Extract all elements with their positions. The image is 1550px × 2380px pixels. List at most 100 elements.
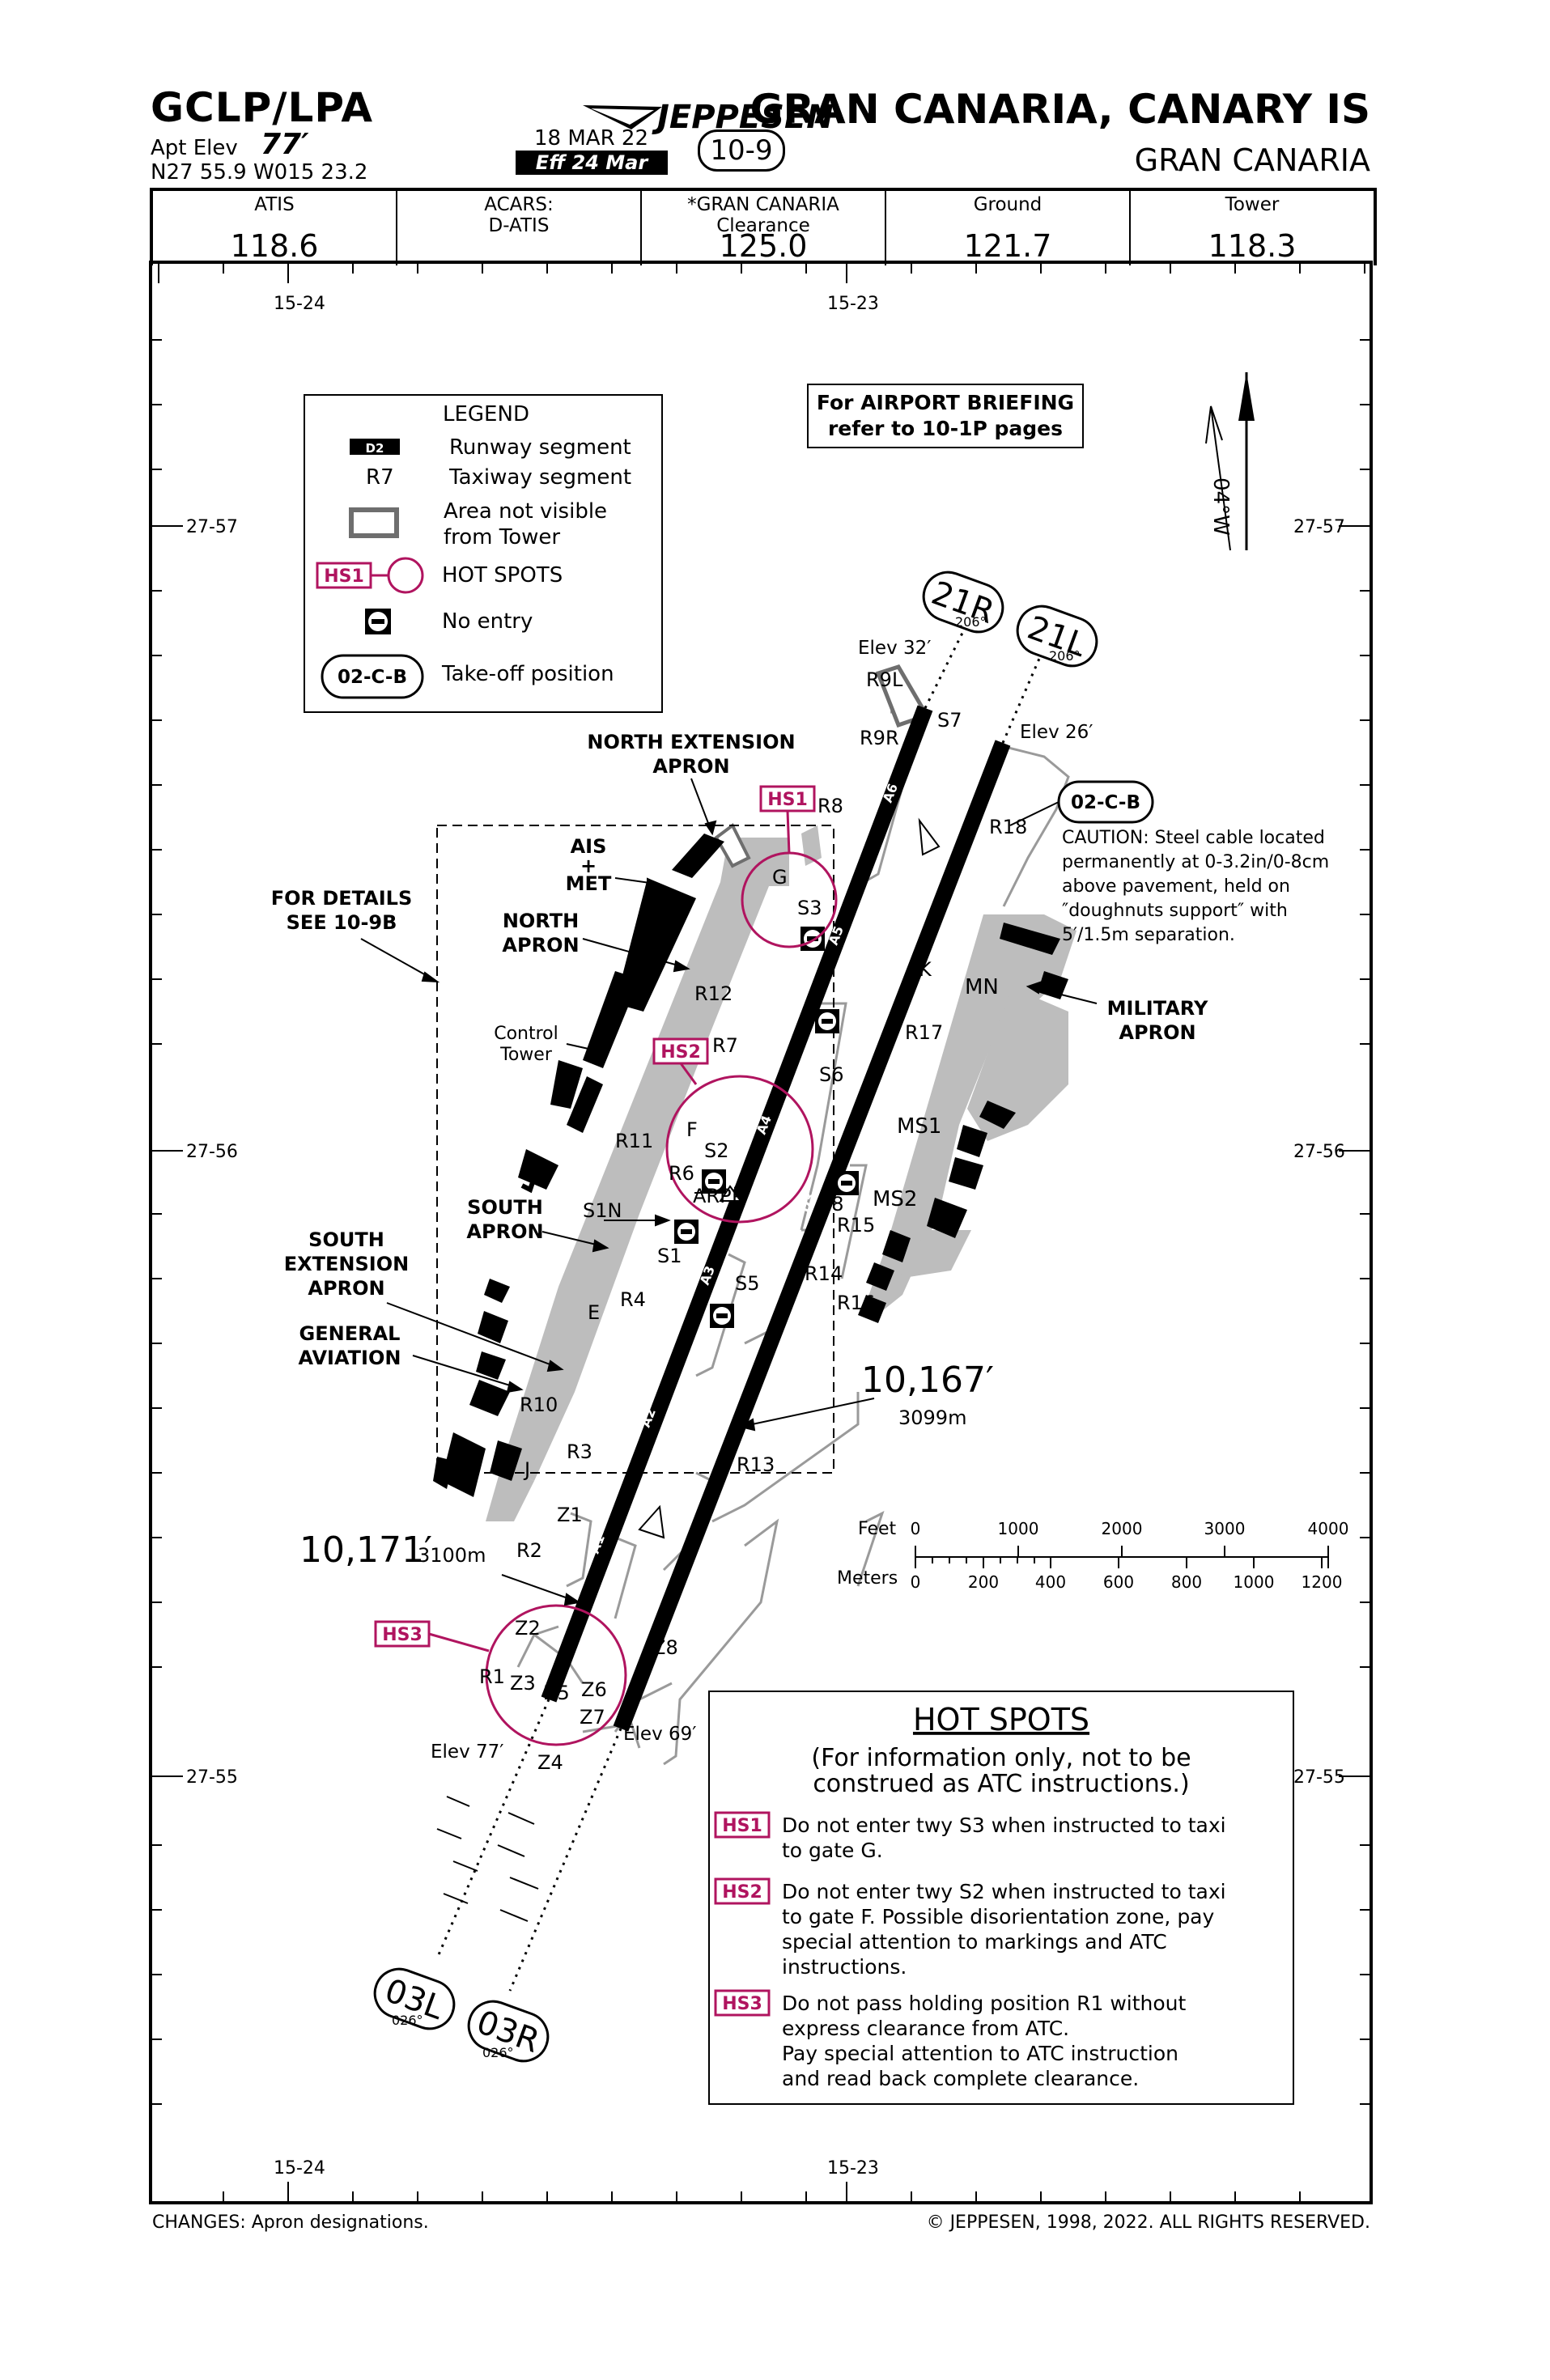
chart-label: Z2: [515, 1617, 541, 1640]
jeppesen-logo-icon: [583, 105, 662, 129]
hs1-line-2: to gate G.: [782, 1839, 883, 1862]
legend-takeoff-text: Take-off position: [441, 662, 614, 686]
hs3-line-1: Do not pass holding position R1 without: [782, 1992, 1187, 2015]
grid-ticks: [151, 262, 1371, 2203]
north-arrow-icon: [1205, 372, 1255, 551]
legend-runway-sample: D2: [366, 441, 384, 456]
grid-lat-3-right: 27-55: [1293, 1767, 1345, 1788]
label-north-apron-2: APRON: [502, 934, 579, 957]
hotspot-tag-hs1: [759, 785, 816, 812]
chart-label: Z5: [544, 1682, 570, 1704]
legend-takeoff-sample: 02-C-B: [338, 667, 407, 688]
chart-label: S6: [819, 1063, 844, 1086]
freq-label: ACARS:: [484, 194, 554, 215]
legend-area-text-2: from Tower: [444, 525, 560, 549]
freq-value: 118.6: [230, 228, 319, 264]
label-control: Control: [494, 1024, 558, 1044]
chart-label: 800: [1171, 1572, 1202, 1592]
arp-icon: [719, 1185, 742, 1202]
label-south-apron: SOUTH: [467, 1196, 543, 1219]
chart-label: S2: [704, 1139, 729, 1162]
chart-label: R3: [567, 1440, 592, 1463]
chart-label: J: [523, 1458, 530, 1481]
label-tower: Tower: [499, 1045, 553, 1065]
hotspots-title: HOT SPOTS: [913, 1702, 1089, 1737]
freq-clearance: *GRAN CANARIA Clearance 125.0: [642, 191, 886, 265]
label-arp: ARP: [693, 1185, 732, 1207]
chart-frame: [149, 261, 1373, 2204]
hotspots-note-1: (For information only, not to be: [811, 1744, 1191, 1772]
chart-label: S7: [937, 709, 962, 732]
chart-label: 400: [1035, 1572, 1066, 1592]
briefing-box: [807, 384, 1084, 448]
freq-label: Ground: [973, 194, 1043, 215]
chart-label: Z8: [652, 1636, 678, 1659]
footer-changes: CHANGES: Apron designations.: [152, 2212, 429, 2233]
elev-south-left: Elev 77′: [431, 1742, 503, 1763]
magnetic-variation: 04°W: [1208, 477, 1233, 536]
frequency-bar: ATIS 118.6 ACARS: D-ATIS *GRAN CANARIA C…: [150, 188, 1377, 265]
chart-label: S8: [819, 1193, 844, 1215]
grid-lat-2-right: 27-56: [1293, 1142, 1345, 1162]
hotspot-tag-hs3: [374, 1620, 431, 1648]
grid-label-bottom-right: 15-23: [827, 2158, 879, 2178]
freq-label: *GRAN CANARIA Clearance: [687, 194, 839, 236]
chart-label: HS1: [767, 790, 808, 810]
runway-03r-21l: [613, 740, 1011, 1732]
runway-end-03l: 03L 026°: [373, 1967, 456, 2030]
label-plus: +: [580, 855, 597, 877]
chart-label: 026°: [482, 2045, 514, 2060]
caution-line-4: ″doughnuts support″ with: [1062, 901, 1288, 921]
chart-label: R8: [817, 795, 843, 817]
legend-runway-swatch: [350, 439, 400, 455]
chart-label: R15: [837, 1214, 875, 1237]
freq-label: Tower: [1225, 194, 1280, 215]
chart-label: Meters: [837, 1568, 898, 1589]
label-south-extension: SOUTH: [308, 1228, 384, 1251]
chart-label: R16: [837, 1292, 875, 1314]
label-military: MILITARY: [1107, 997, 1208, 1020]
chart-number: 10-9: [698, 129, 785, 172]
chart-label: 200: [968, 1572, 999, 1592]
legend-hotspot-sample: HS1: [324, 566, 364, 587]
chart-label: 3000: [1204, 1519, 1246, 1538]
freq-value: D-ATIS: [488, 215, 550, 236]
chart-label: R1: [479, 1665, 505, 1688]
label-ms2: MS2: [873, 1187, 917, 1211]
freq-ground: Ground 121.7: [886, 191, 1131, 265]
chart-label: 026°: [392, 2013, 423, 2028]
freq-value: 125.0: [719, 228, 808, 264]
hotspot-hs3: [485, 1604, 627, 1746]
chart-title: GRAN CANARIA, CANARY IS: [750, 86, 1370, 133]
chart-label: S5: [735, 1272, 760, 1295]
chart-label: R2: [516, 1539, 542, 1562]
label-see-10-9b: SEE 10-9B: [287, 911, 397, 934]
legend-takeoff-pill: [321, 654, 424, 699]
label-north-apron: NORTH: [503, 910, 579, 932]
chart-label: 600: [1103, 1572, 1134, 1592]
chart-label: 1000: [998, 1519, 1039, 1538]
runway-length-left: 10,171′: [299, 1529, 432, 1571]
chart-label: R10: [520, 1394, 558, 1416]
hs3-line-4: and read back complete clearance.: [782, 2067, 1139, 2090]
label-south-apron-2: APRON: [466, 1220, 543, 1243]
legend-runway-text: Runway segment: [449, 435, 631, 460]
grid-lat-2-left: 27-56: [186, 1142, 238, 1162]
hotspots-note-2: construed as ATC instructions.): [813, 1770, 1189, 1798]
hotspots-box: [708, 1691, 1294, 2105]
chart-label: R13: [737, 1453, 775, 1476]
runway-length-right: 10,167′: [861, 1360, 994, 1401]
hs2-tag: HS2: [722, 1882, 762, 1903]
chart-label: F: [686, 1118, 698, 1141]
buildings: [433, 834, 1068, 1497]
chart-label: R12: [694, 982, 733, 1005]
chart-label: Z4: [537, 1751, 563, 1774]
chart-label: 1200: [1302, 1572, 1343, 1592]
chart-label: S3: [797, 897, 822, 919]
airport-coords: N27 55.9 W015 23.2: [151, 160, 368, 185]
windsock-icon: [638, 1504, 665, 1539]
chart-label: 0: [911, 1519, 921, 1538]
chart-label: HS2: [660, 1042, 701, 1063]
label-north-extension: NORTH EXTENSION: [587, 731, 795, 753]
extended-centerlines: [435, 614, 1046, 1992]
